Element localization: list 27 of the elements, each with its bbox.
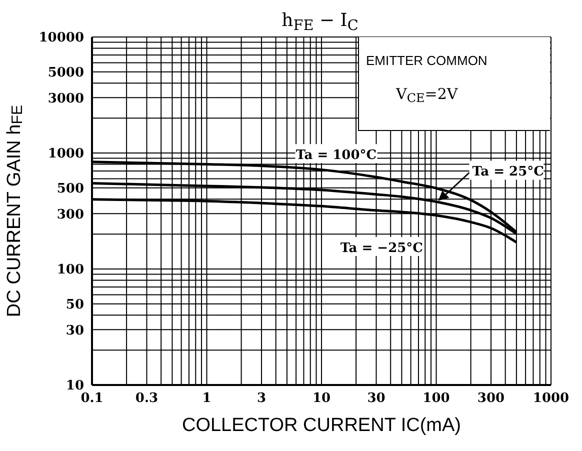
y-tick-label: 50 <box>66 298 84 313</box>
annotation: V$_{CE}$=2V <box>395 85 459 105</box>
y-tick-label: 3000 <box>48 91 84 106</box>
x-tick-label: 1 <box>202 391 212 406</box>
y-tick-label: 10000 <box>38 30 84 46</box>
x-axis-title: COLLECTOR CURRENT IC(mA) <box>182 415 462 436</box>
x-tick-label: 3 <box>256 391 266 406</box>
series-label: Ta = 100°C <box>296 148 377 164</box>
x-tick-label: 30 <box>367 391 386 406</box>
text: Ta = −25°C <box>340 241 424 256</box>
text-box: EMITTER COMMON V$_{CE}$=2V <box>358 37 550 131</box>
x-tick-label: 10 <box>312 391 331 406</box>
y-tick-label: 5000 <box>48 66 84 81</box>
y-tick-label: 500 <box>56 182 84 197</box>
text: Ta = 25°C <box>472 164 544 180</box>
x-tick-label: 100 <box>422 391 450 406</box>
x-tick-label: 0.3 <box>135 391 158 406</box>
x-tick-label: 300 <box>477 391 505 406</box>
x-tick-label: 0.1 <box>80 391 104 406</box>
y-tick-label: 100 <box>56 262 84 278</box>
y-tick-label: 10 <box>66 378 84 394</box>
x-tick-label: 1000 <box>532 391 570 406</box>
y-tick-label: 300 <box>56 207 84 222</box>
y-tick-label: 1000 <box>48 146 84 162</box>
chart-title: h$_{FE}$ − I$_{C}$ <box>282 10 358 34</box>
y-tick-label: 30 <box>66 323 84 338</box>
annotation: EMITTER COMMON <box>366 53 488 68</box>
